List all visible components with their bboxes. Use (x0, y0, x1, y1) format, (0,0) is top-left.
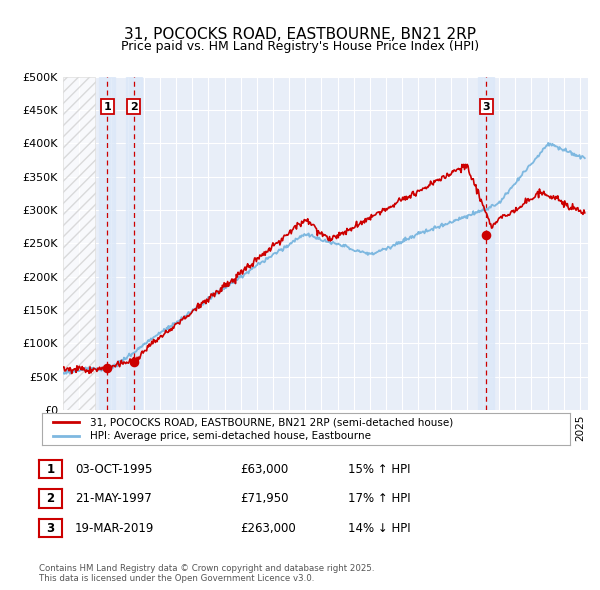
Text: 19-MAR-2019: 19-MAR-2019 (75, 522, 154, 535)
Text: 1: 1 (104, 101, 111, 112)
Text: 2: 2 (130, 101, 137, 112)
Bar (63, 77, 95, 410)
Text: 17% ↑ HPI: 17% ↑ HPI (348, 492, 410, 505)
Text: Contains HM Land Registry data © Crown copyright and database right 2025.
This d: Contains HM Land Registry data © Crown c… (39, 563, 374, 583)
Bar (100, 77, 115, 410)
Text: £263,000: £263,000 (240, 522, 296, 535)
Text: 31, POCOCKS ROAD, EASTBOURNE, BN21 2RP: 31, POCOCKS ROAD, EASTBOURNE, BN21 2RP (124, 27, 476, 41)
Text: 2: 2 (46, 492, 55, 505)
Text: 31, POCOCKS ROAD, EASTBOURNE, BN21 2RP (semi-detached house): 31, POCOCKS ROAD, EASTBOURNE, BN21 2RP (… (89, 417, 453, 427)
Text: 15% ↑ HPI: 15% ↑ HPI (348, 463, 410, 476)
Text: 1: 1 (46, 463, 55, 476)
Text: 03-OCT-1995: 03-OCT-1995 (75, 463, 152, 476)
Text: Price paid vs. HM Land Registry's House Price Index (HPI): Price paid vs. HM Land Registry's House … (121, 40, 479, 53)
Bar (125, 77, 142, 410)
Point (103, 363, 112, 373)
Text: £71,950: £71,950 (240, 492, 289, 505)
Point (129, 358, 139, 367)
Point (482, 230, 491, 240)
Bar (478, 77, 494, 410)
Text: 14% ↓ HPI: 14% ↓ HPI (348, 522, 410, 535)
Text: 3: 3 (482, 101, 490, 112)
Text: 21-MAY-1997: 21-MAY-1997 (75, 492, 152, 505)
Text: £63,000: £63,000 (240, 463, 288, 476)
Text: 3: 3 (46, 522, 55, 535)
Text: HPI: Average price, semi-detached house, Eastbourne: HPI: Average price, semi-detached house,… (89, 431, 371, 441)
